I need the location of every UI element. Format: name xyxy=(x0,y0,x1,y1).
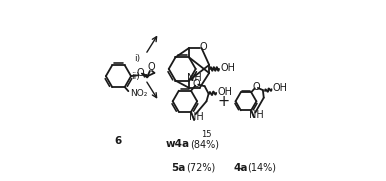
Text: (14%): (14%) xyxy=(247,163,276,173)
Text: O: O xyxy=(136,68,144,78)
Text: NO₂: NO₂ xyxy=(130,89,147,98)
Text: i): i) xyxy=(134,54,140,63)
Text: (72%): (72%) xyxy=(186,163,215,173)
Text: O: O xyxy=(193,79,200,89)
Text: O: O xyxy=(147,62,155,72)
Text: 15: 15 xyxy=(201,130,212,139)
Text: O: O xyxy=(252,82,260,92)
Text: NH: NH xyxy=(187,73,202,83)
Text: NH: NH xyxy=(189,112,204,122)
Text: OH: OH xyxy=(218,87,233,97)
Text: O: O xyxy=(199,42,207,52)
Text: OH: OH xyxy=(221,63,236,73)
Text: NH: NH xyxy=(249,110,264,120)
Text: OH: OH xyxy=(273,83,288,93)
Text: w4a: w4a xyxy=(166,139,190,149)
Text: 6: 6 xyxy=(115,136,122,146)
Text: +: + xyxy=(217,94,229,109)
Text: ii): ii) xyxy=(131,72,140,81)
Text: 5a: 5a xyxy=(171,163,186,173)
Text: (84%): (84%) xyxy=(190,139,219,149)
Text: 4a: 4a xyxy=(234,163,248,173)
